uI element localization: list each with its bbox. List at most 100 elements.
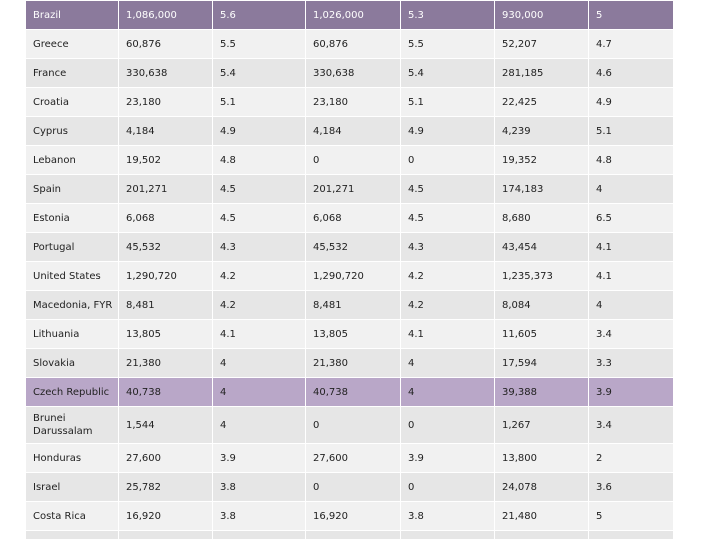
value-cell: 1,544	[118, 406, 213, 444]
value-cell: 4,184	[118, 116, 213, 146]
table-row: Spain 201,271 4.5 201,271 4.5 174,183 4	[25, 174, 674, 204]
value-cell: 13,800	[494, 443, 589, 473]
data-table: Brazil 1,086,000 5.6 1,026,000 5.3 930,0…	[25, 0, 674, 540]
value-cell: 4	[212, 406, 306, 444]
value-cell: 4.3	[212, 232, 306, 262]
value-cell: 201,271	[305, 174, 401, 204]
country-cell: Cyprus	[25, 116, 119, 146]
value-cell: 930,000	[494, 0, 589, 30]
value-cell: 4,239	[494, 116, 589, 146]
value-cell: 40,738	[118, 377, 213, 407]
value-cell: 1,026,000	[305, 0, 401, 30]
value-cell: 2	[588, 443, 674, 473]
table-row: Brazil 1,086,000 5.6 1,026,000 5.3 930,0…	[25, 0, 674, 30]
value-cell: 6,068	[305, 203, 401, 233]
value-cell: 3.8	[400, 501, 495, 531]
value-cell: 19,502	[118, 145, 213, 175]
value-cell: 5.6	[212, 0, 306, 30]
value-cell: 4.8	[588, 145, 674, 175]
value-cell: 8,481	[118, 290, 213, 320]
value-cell: 0	[305, 472, 401, 502]
table-row: Lithuania 13,805 4.1 13,805 4.1 11,605 3…	[25, 319, 674, 349]
value-cell: 330,638	[305, 58, 401, 88]
value-cell: 4.8	[212, 145, 306, 175]
value-cell: 1,290,720	[305, 261, 401, 291]
value-cell: 5.3	[400, 0, 495, 30]
value-cell: 4.7	[588, 29, 674, 59]
value-cell: 4,184	[305, 116, 401, 146]
table-row: Cyprus 4,184 4.9 4,184 4.9 4,239 5.1	[25, 116, 674, 146]
value-cell: 201,271	[118, 174, 213, 204]
value-cell: 281,185	[494, 58, 589, 88]
table-row: Macedonia, FYR 8,481 4.2 8,481 4.2 8,084…	[25, 290, 674, 320]
value-cell: 3.8	[212, 501, 306, 531]
value-cell: 5	[588, 0, 674, 30]
value-cell: 4	[588, 174, 674, 204]
value-cell: 21,380	[118, 348, 213, 378]
country-cell: Lebanon	[25, 145, 119, 175]
value-cell: 23,180	[118, 87, 213, 117]
value-cell: 3.3	[588, 348, 674, 378]
value-cell: 19,352	[494, 145, 589, 175]
value-cell: 43,454	[494, 232, 589, 262]
value-cell: 13,805	[305, 319, 401, 349]
country-cell: Czech Republic	[25, 377, 119, 407]
value-cell: 4.9	[588, 87, 674, 117]
table-row: Portugal 45,532 4.3 45,532 4.3 43,454 4.…	[25, 232, 674, 262]
empty-cell	[400, 530, 495, 540]
value-cell: 5.4	[400, 58, 495, 88]
value-cell: 4.3	[400, 232, 495, 262]
table-row: Brunei Darussalam 1,544 4 0 0 1,267 3.4	[25, 406, 674, 444]
table-row: United States 1,290,720 4.2 1,290,720 4.…	[25, 261, 674, 291]
table-row: Croatia 23,180 5.1 23,180 5.1 22,425 4.9	[25, 87, 674, 117]
table-row: Costa Rica 16,920 3.8 16,920 3.8 21,480 …	[25, 501, 674, 531]
value-cell: 0	[400, 406, 495, 444]
table-row-partial	[25, 530, 674, 540]
value-cell: 5.4	[212, 58, 306, 88]
table-row: Greece 60,876 5.5 60,876 5.5 52,207 4.7	[25, 29, 674, 59]
value-cell: 3.4	[588, 406, 674, 444]
value-cell: 3.9	[400, 443, 495, 473]
country-cell: Honduras	[25, 443, 119, 473]
value-cell: 39,388	[494, 377, 589, 407]
value-cell: 1,267	[494, 406, 589, 444]
value-cell: 11,605	[494, 319, 589, 349]
value-cell: 4	[400, 377, 495, 407]
value-cell: 23,180	[305, 87, 401, 117]
country-cell: Croatia	[25, 87, 119, 117]
value-cell: 40,738	[305, 377, 401, 407]
value-cell: 4	[212, 377, 306, 407]
value-cell: 16,920	[118, 501, 213, 531]
value-cell: 27,600	[118, 443, 213, 473]
value-cell: 4.5	[212, 174, 306, 204]
table-row: Lebanon 19,502 4.8 0 0 19,352 4.8	[25, 145, 674, 175]
country-cell: Spain	[25, 174, 119, 204]
value-cell: 8,680	[494, 203, 589, 233]
value-cell: 0	[305, 145, 401, 175]
value-cell: 27,600	[305, 443, 401, 473]
table-row: Slovakia 21,380 4 21,380 4 17,594 3.3	[25, 348, 674, 378]
table-row-highlighted: Czech Republic 40,738 4 40,738 4 39,388 …	[25, 377, 674, 407]
value-cell: 17,594	[494, 348, 589, 378]
value-cell: 3.4	[588, 319, 674, 349]
country-cell: Brunei Darussalam	[25, 406, 119, 444]
value-cell: 3.8	[212, 472, 306, 502]
value-cell: 8,481	[305, 290, 401, 320]
value-cell: 330,638	[118, 58, 213, 88]
value-cell: 16,920	[305, 501, 401, 531]
country-cell: Slovakia	[25, 348, 119, 378]
value-cell: 4	[400, 348, 495, 378]
value-cell: 21,380	[305, 348, 401, 378]
value-cell: 21,480	[494, 501, 589, 531]
value-cell: 1,086,000	[118, 0, 213, 30]
value-cell: 4.2	[400, 290, 495, 320]
empty-cell	[118, 530, 213, 540]
empty-cell	[305, 530, 401, 540]
value-cell: 52,207	[494, 29, 589, 59]
value-cell: 60,876	[305, 29, 401, 59]
value-cell: 4.1	[400, 319, 495, 349]
value-cell: 1,290,720	[118, 261, 213, 291]
value-cell: 5	[588, 501, 674, 531]
table-row: Estonia 6,068 4.5 6,068 4.5 8,680 6.5	[25, 203, 674, 233]
